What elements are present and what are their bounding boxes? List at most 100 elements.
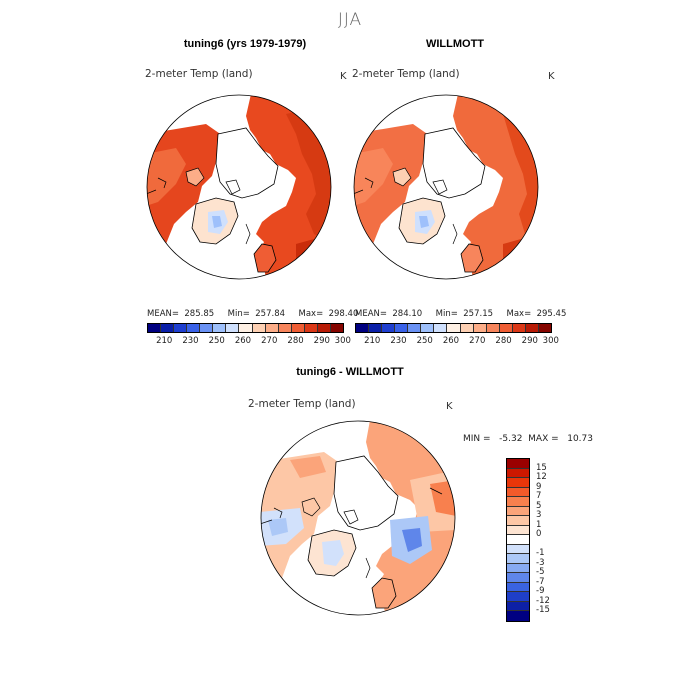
colorbar-tick-label: 270 — [261, 336, 278, 346]
colorbar-difference — [506, 458, 530, 622]
colorbar-absolute-2-ticks: 210 230 250 260 270 280 290 300 — [355, 336, 559, 348]
colorbar-tick-label: -12 — [536, 595, 550, 606]
colorbar-swatch — [507, 563, 529, 574]
colorbar-tick-label: 290 — [521, 336, 538, 346]
colorbar-swatch — [239, 324, 253, 332]
colorbar-tick-label: 300 — [542, 336, 559, 346]
colorbar-swatch — [382, 324, 396, 332]
colorbar-tick-label: -3 — [536, 557, 545, 568]
colorbar-swatch — [200, 324, 214, 332]
colorbar-swatch — [252, 324, 266, 332]
colorbar-swatch — [507, 544, 529, 555]
colorbar-swatch — [507, 506, 529, 517]
colorbar-swatch — [507, 516, 529, 526]
colorbar-tick-label: 5 — [536, 500, 542, 511]
colorbar-swatch — [187, 324, 201, 332]
colorbar-tick-label: 250 — [208, 336, 225, 346]
colorbar-tick-label: -1 — [536, 548, 545, 559]
diff-stats: MIN = -5.32 MAX = 10.73 — [463, 434, 593, 444]
colorbar-swatch — [460, 324, 474, 332]
colorbar-swatch — [408, 324, 422, 332]
colorbar-swatch — [278, 324, 292, 332]
colorbar-swatch — [330, 324, 343, 332]
diff-units-label: K — [446, 401, 453, 412]
colorbar-tick-label: 9 — [536, 481, 542, 492]
colorbar-absolute-1 — [147, 323, 344, 333]
colorbar-swatch — [473, 324, 487, 332]
colorbar-swatch — [507, 478, 529, 488]
colorbar-swatch — [507, 611, 529, 621]
colorbar-tick-label: -15 — [536, 605, 550, 616]
panel-2-units-label: K — [548, 71, 555, 82]
panel-1-units-label: K — [340, 71, 347, 82]
colorbar-tick-label: 290 — [313, 336, 330, 346]
panel-1-stats: MEAN= 285.85 Min= 257.84 Max= 298.40 — [147, 309, 359, 319]
colorbar-difference-ticks: 15 12 9 7 5 3 1 0 -1 -3 -5 -7 -9 -12 -15 — [536, 458, 596, 622]
colorbar-swatch — [486, 324, 500, 332]
colorbar-swatch — [161, 324, 175, 332]
diff-variable-label: 2-meter Temp (land) — [248, 398, 356, 410]
colorbar-swatch — [507, 497, 529, 507]
colorbar-swatch — [421, 324, 435, 332]
colorbar-swatch — [174, 324, 188, 332]
colorbar-tick-label: 300 — [334, 336, 351, 346]
diff-panel-title: tuning6 - WILLMOTT — [296, 366, 404, 378]
panel-2-stats: MEAN= 284.10 Min= 257.15 Max= 295.45 — [355, 309, 567, 319]
colorbar-tick-label: 260 — [234, 336, 252, 346]
map-willmott — [353, 94, 539, 280]
colorbar-swatch — [512, 324, 526, 332]
colorbar-swatch — [525, 324, 539, 332]
panel-1-variable-label: 2-meter Temp (land) — [145, 68, 253, 80]
colorbar-swatch — [265, 324, 279, 332]
colorbar-tick-label: 1 — [536, 519, 542, 530]
colorbar-swatch — [317, 324, 331, 332]
colorbar-swatch — [507, 535, 529, 545]
colorbar-swatch — [507, 592, 529, 602]
map-difference — [260, 420, 456, 616]
colorbar-tick-label: 7 — [536, 491, 542, 502]
colorbar-tick-label: 15 — [536, 462, 547, 473]
colorbar-absolute-2 — [355, 323, 552, 333]
colorbar-swatch — [507, 487, 529, 498]
colorbar-swatch — [356, 324, 370, 332]
panel-2-variable-label: 2-meter Temp (land) — [352, 68, 460, 80]
colorbar-tick-label: 210 — [364, 336, 381, 346]
colorbar-swatch — [291, 324, 305, 332]
colorbar-swatch — [507, 525, 529, 536]
colorbar-swatch — [507, 554, 529, 564]
map-tuning6 — [146, 94, 332, 280]
colorbar-tick-label: 12 — [536, 472, 547, 483]
colorbar-swatch — [507, 468, 529, 479]
colorbar-tick-label: 0 — [536, 529, 542, 540]
colorbar-swatch — [507, 601, 529, 612]
colorbar-swatch — [369, 324, 383, 332]
colorbar-tick-label: 3 — [536, 510, 542, 521]
colorbar-tick-label: -9 — [536, 586, 545, 597]
colorbar-swatch — [447, 324, 461, 332]
figure-title: JJA — [337, 10, 363, 30]
colorbar-swatch — [499, 324, 513, 332]
colorbar-swatch — [538, 324, 551, 332]
colorbar-absolute-1-ticks: 210 230 250 260 270 280 290 300 — [147, 336, 351, 348]
colorbar-tick-label: -5 — [536, 567, 545, 578]
colorbar-tick-label: -7 — [536, 576, 545, 587]
colorbar-swatch — [507, 582, 529, 593]
colorbar-swatch — [507, 573, 529, 583]
colorbar-swatch — [395, 324, 409, 332]
colorbar-tick-label: 280 — [287, 336, 304, 346]
colorbar-tick-label: 270 — [469, 336, 486, 346]
colorbar-swatch — [507, 459, 529, 469]
colorbar-tick-label: 260 — [442, 336, 460, 346]
colorbar-swatch — [226, 324, 240, 332]
colorbar-tick-label: 250 — [416, 336, 433, 346]
panel-1-title: tuning6 (yrs 1979-1979) — [183, 38, 307, 50]
colorbar-tick-label: 230 — [182, 336, 199, 346]
colorbar-swatch — [434, 324, 448, 332]
colorbar-tick-label: 230 — [390, 336, 407, 346]
colorbar-swatch — [148, 324, 162, 332]
colorbar-tick-label: 280 — [495, 336, 512, 346]
colorbar-swatch — [213, 324, 227, 332]
colorbar-tick-label: 210 — [156, 336, 173, 346]
panel-2-title: WILLMOTT — [425, 38, 485, 50]
colorbar-swatch — [304, 324, 318, 332]
